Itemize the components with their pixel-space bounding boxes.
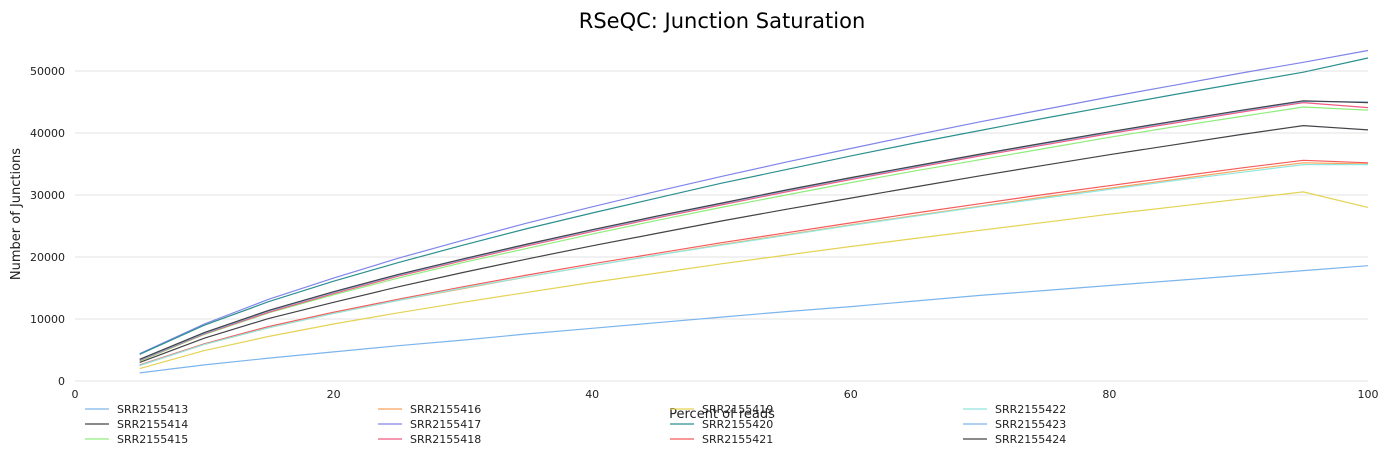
series-line-srr2155422 (139, 164, 1368, 367)
legend: SRR2155413 SRR2155414 SRR2155415 SRR2155416… (85, 403, 1066, 446)
x-tick-label: 0 (72, 388, 79, 401)
legend-label: SRR2155423 (995, 418, 1066, 431)
series-line-srr2155420 (139, 57, 1369, 355)
legend-label: SRR2155415 (117, 433, 188, 446)
y-axis-label: Number of Junctions (9, 148, 24, 280)
legend-label: SRR2155419 (702, 403, 773, 416)
y-tick-label: 10000 (30, 313, 65, 326)
series-line-srr2155414 (139, 124, 1369, 363)
y-tick-label: 40000 (30, 127, 65, 140)
series-line-srr2155416 (139, 162, 1369, 367)
tick-layer: 0 10000 20000 30000 40000 50000 0 20 40 60 80 100 (30, 65, 1379, 401)
legend-label: SRR2155422 (995, 403, 1066, 416)
y-tick-label: 30000 (30, 189, 65, 202)
legend-label: SRR2155424 (995, 433, 1066, 446)
series-line-srr2155415 (139, 106, 1369, 362)
y-tick-label: 20000 (30, 251, 65, 264)
x-tick-label: 80 (1102, 388, 1116, 401)
chart-title: RSeQC: Junction Saturation (579, 9, 866, 33)
series-line-srr2155419 (139, 191, 1369, 370)
y-tick-label: 0 (58, 375, 65, 388)
series-line-srr2155417 (139, 49, 1369, 355)
series-layer (139, 49, 1369, 374)
legend-label: SRR2155418 (410, 433, 481, 446)
series-line-srr2155421 (139, 159, 1369, 366)
legend-label: SRR2155421 (702, 433, 773, 446)
legend-label: SRR2155413 (117, 403, 188, 416)
legend-label: SRR2155420 (702, 418, 773, 431)
x-tick-label: 100 (1358, 388, 1379, 401)
x-tick-label: 40 (585, 388, 599, 401)
series-line-srr2155424 (139, 100, 1369, 360)
series-line-srr2155423 (139, 100, 1369, 361)
x-tick-label: 20 (327, 388, 341, 401)
x-tick-label: 60 (844, 388, 858, 401)
x-axis-label: Percent of reads (669, 407, 775, 422)
series-line-srr2155413 (139, 265, 1369, 374)
grid-layer (75, 70, 1368, 382)
legend-label: SRR2155416 (410, 403, 481, 416)
legend-label: SRR2155417 (410, 418, 481, 431)
legend-label: SRR2155414 (117, 418, 188, 431)
y-tick-label: 50000 (30, 65, 65, 78)
series-line-srr2155418 (139, 101, 1369, 362)
